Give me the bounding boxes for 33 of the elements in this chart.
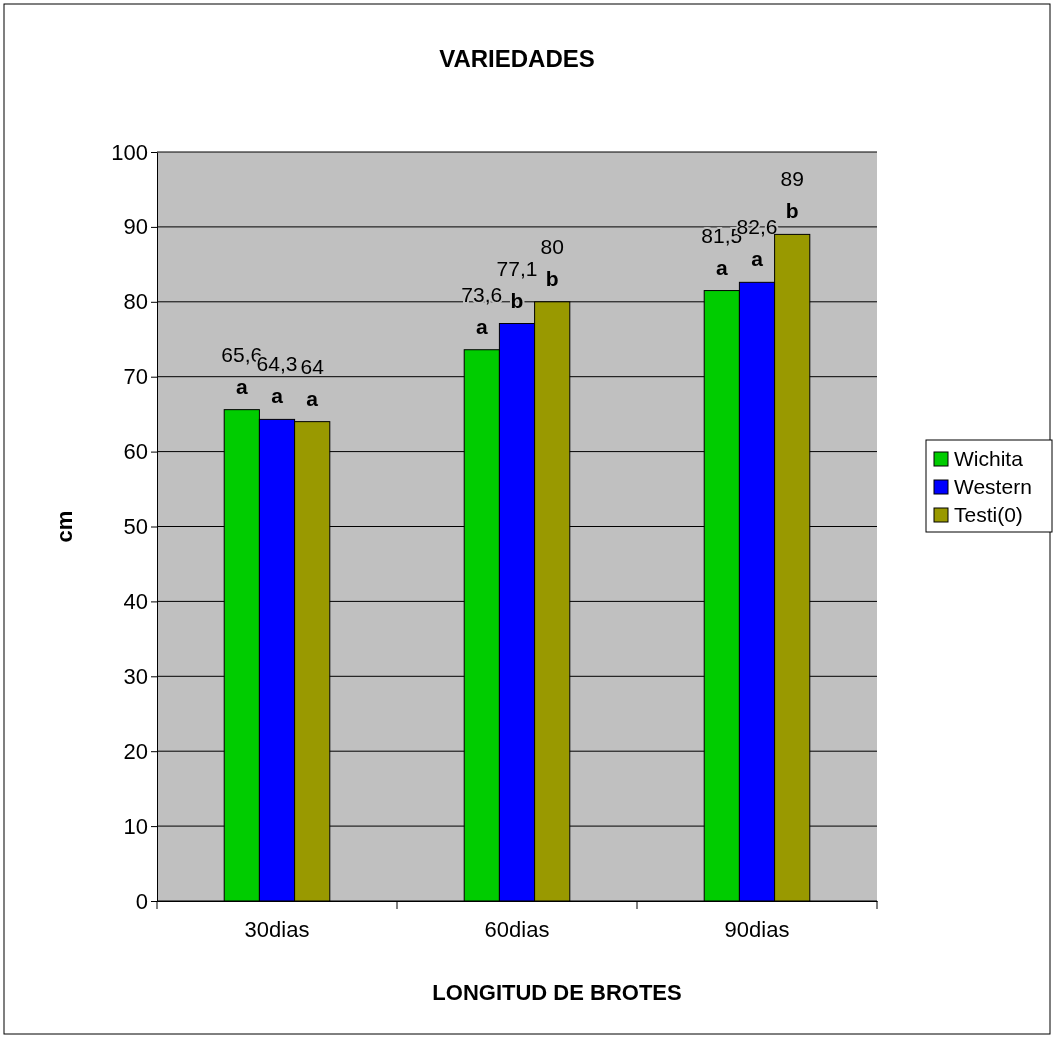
y-tick-label: 30 (123, 663, 148, 689)
data-label: 89 (780, 167, 804, 191)
annotation: a (271, 384, 284, 408)
annotation: a (235, 374, 248, 398)
y-tick-label: 10 (123, 813, 148, 839)
annotation: a (475, 314, 488, 338)
y-tick-label: 80 (123, 289, 148, 315)
y-tick-label: 100 (111, 139, 148, 165)
data-label: 73,6 (461, 282, 503, 306)
annotation: b (785, 199, 799, 223)
y-tick-label: 20 (123, 738, 148, 764)
x-axis-title: LONGITUD DE BROTES (432, 980, 682, 1005)
y-tick-label: 0 (135, 888, 148, 914)
y-tick-label: 70 (123, 364, 148, 390)
annotation: a (751, 247, 764, 271)
data-label: 80 (540, 234, 564, 258)
annotation: b (545, 266, 559, 290)
legend-label: Western (954, 475, 1032, 498)
legend-label: Testi(0) (954, 503, 1023, 526)
annotation: a (306, 386, 319, 410)
legend-label: Wichita (954, 447, 1024, 470)
y-tick-label: 60 (123, 439, 148, 465)
chart-title: VARIEDADES (439, 45, 595, 72)
y-tick-label: 40 (123, 588, 148, 614)
data-label: 77,1 (496, 256, 538, 280)
data-label: 64 (300, 354, 325, 378)
x-tick-label: 30dias (244, 916, 310, 942)
annotation: a (715, 255, 728, 279)
y-tick-label: 50 (123, 514, 148, 540)
x-tick-label: 90dias (724, 916, 790, 942)
y-tick-label: 90 (123, 214, 148, 240)
y-axis-title: cm (52, 510, 77, 543)
x-tick-label: 60dias (484, 916, 550, 942)
